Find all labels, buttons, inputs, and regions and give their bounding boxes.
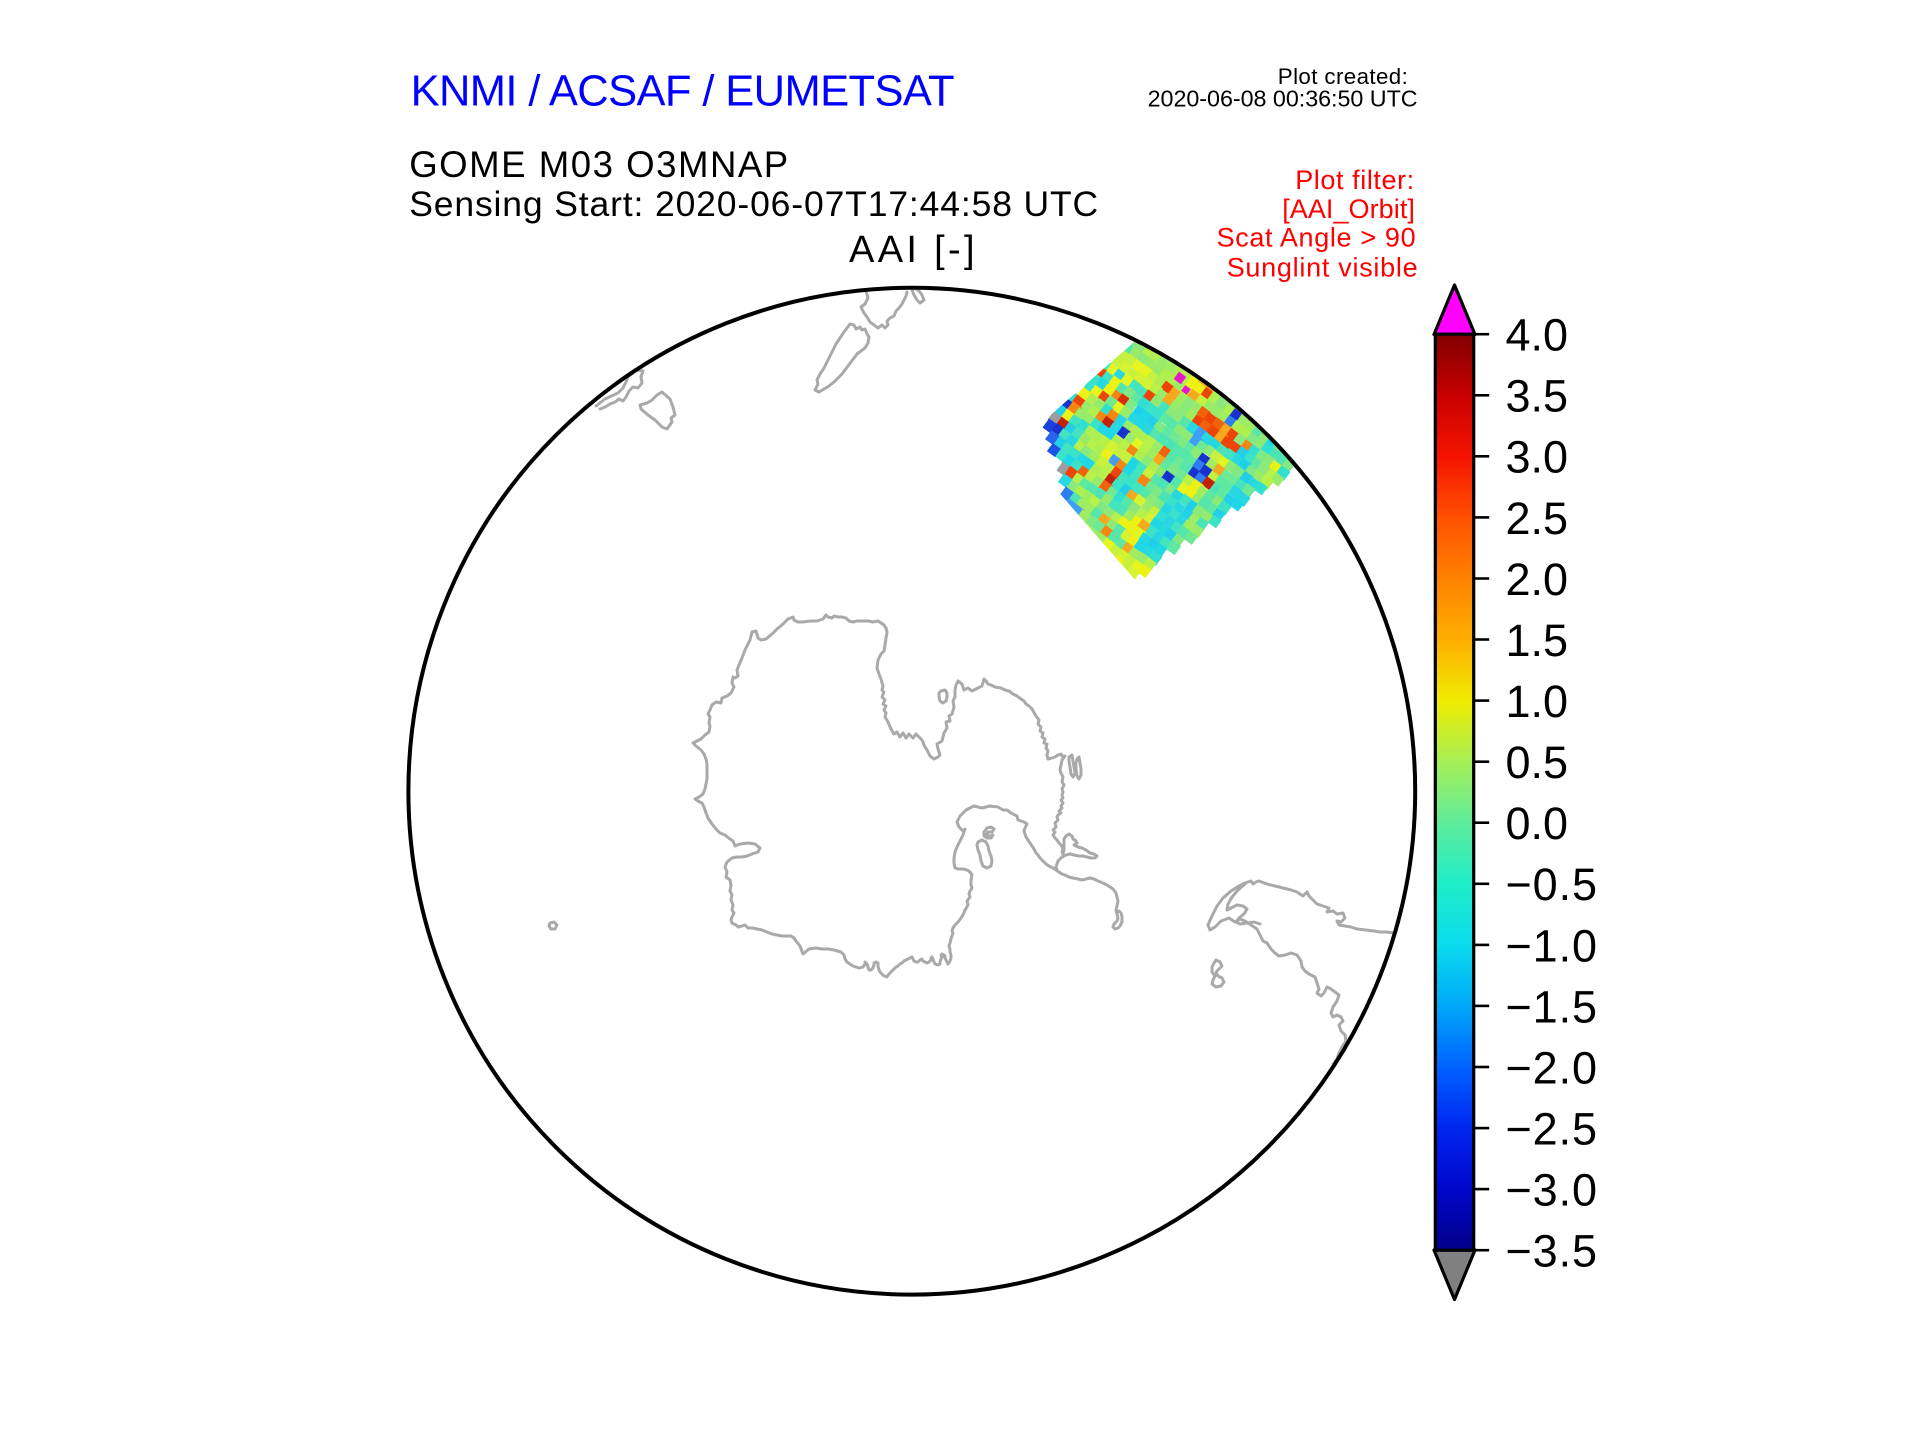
svg-text:0.0: 0.0 (1506, 798, 1569, 849)
svg-text:1.5: 1.5 (1506, 615, 1569, 666)
svg-text:3.0: 3.0 (1506, 432, 1569, 483)
svg-text:Plot created:: Plot created: (1278, 64, 1408, 89)
svg-text:4.0: 4.0 (1506, 310, 1569, 361)
svg-text:2.0: 2.0 (1506, 554, 1569, 605)
svg-text:Sunglint visible: Sunglint visible (1227, 252, 1418, 282)
svg-text:3.5: 3.5 (1506, 371, 1569, 422)
svg-text:2020-06-08 00:36:50 UTC: 2020-06-08 00:36:50 UTC (1148, 86, 1418, 112)
svg-text:[AAI_Orbit]: [AAI_Orbit] (1282, 194, 1415, 224)
svg-text:Sensing Start: 2020-06-07T17:4: Sensing Start: 2020-06-07T17:44:58 UTC (409, 184, 1098, 224)
svg-text:−1.5: −1.5 (1506, 981, 1598, 1032)
svg-text:−0.5: −0.5 (1506, 859, 1598, 910)
svg-text:GOME M03 O3MNAP: GOME M03 O3MNAP (409, 144, 788, 185)
svg-text:−3.0: −3.0 (1506, 1165, 1598, 1216)
svg-text:AAI [-]: AAI [-] (849, 229, 975, 271)
svg-text:−2.0: −2.0 (1506, 1042, 1598, 1093)
svg-text:0.5: 0.5 (1506, 737, 1569, 788)
svg-text:Plot filter:: Plot filter: (1295, 165, 1414, 195)
svg-text:−3.5: −3.5 (1506, 1226, 1598, 1277)
svg-text:−1.0: −1.0 (1506, 920, 1598, 971)
svg-text:2.5: 2.5 (1506, 493, 1569, 544)
svg-text:−2.5: −2.5 (1506, 1104, 1598, 1155)
svg-text:1.0: 1.0 (1506, 676, 1569, 727)
svg-text:Scat Angle > 90: Scat Angle > 90 (1217, 223, 1416, 253)
svg-text:KNMI / ACSAF / EUMETSAT: KNMI / ACSAF / EUMETSAT (411, 67, 955, 115)
